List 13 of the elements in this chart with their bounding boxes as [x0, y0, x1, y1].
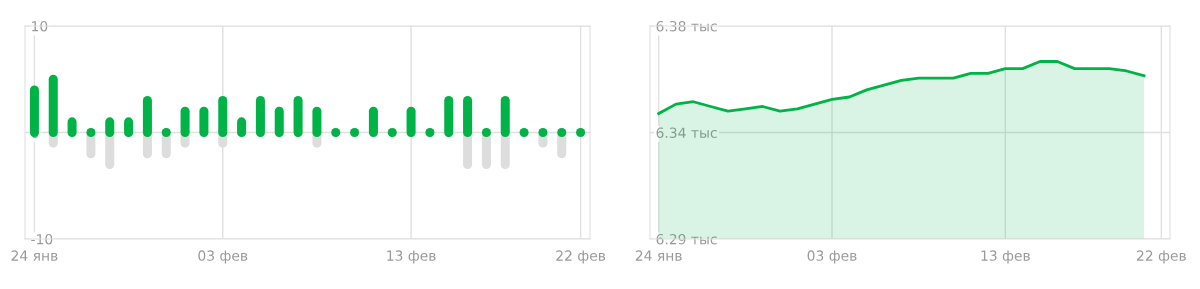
- x-tick-label: 24 янв: [11, 250, 58, 261]
- x-tick-label: 22 фев: [556, 250, 606, 264]
- x-tick-label: 13 фев: [981, 250, 1030, 264]
- y-tick-label: 10: [32, 20, 48, 32]
- y-tick-label: 6.34 тыс: [656, 127, 717, 138]
- y-tick-label: 6.29 тыс: [656, 233, 717, 245]
- x-tick-label: 24 янв: [635, 250, 682, 261]
- y-tick-label: -10: [31, 233, 53, 245]
- y-tick-label: 6.38 тыс: [656, 20, 717, 32]
- x-tick-label: 03 фев: [807, 250, 857, 264]
- x-tick-label: 22 фев: [1137, 250, 1186, 264]
- x-tick-label: 03 фев: [198, 250, 248, 264]
- x-tick-label: 13 фев: [387, 250, 436, 264]
